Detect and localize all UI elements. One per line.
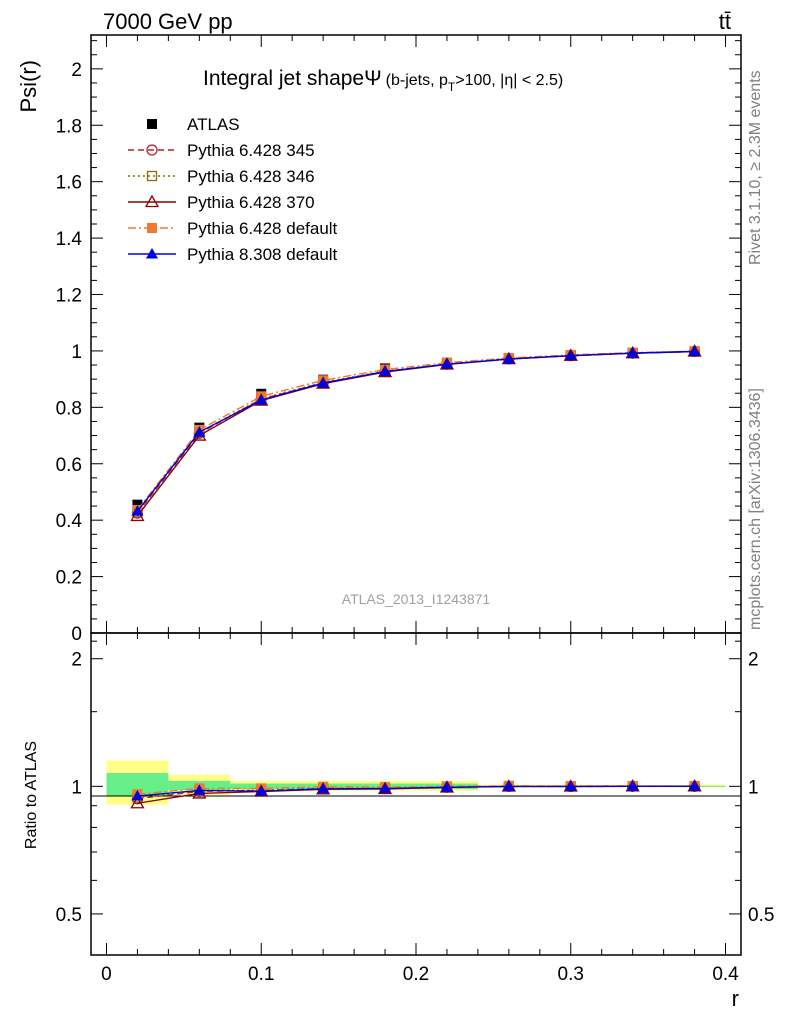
- main-y-tick-label: 0.4: [56, 511, 83, 532]
- ratio-panel: 0.5 0.5 1 1 2 2 0 0.1 0.2 0.3 0.4 Ratio to ATLAS r: [23, 632, 774, 1011]
- ratio-series-layer: [130, 779, 702, 809]
- main-series-point: [688, 345, 701, 356]
- main-y-axis-label: Psi(r): [16, 60, 41, 113]
- legend-marker: [147, 119, 157, 129]
- ratio-y-tick-label: 2: [71, 650, 82, 671]
- main-series-point: [379, 365, 392, 377]
- main-y-tick-label: 1.6: [56, 173, 82, 194]
- main-y-tick-label: 0.6: [56, 455, 82, 476]
- main-y-tick-label: 0.8: [56, 398, 82, 419]
- x-tick-label: 0.1: [248, 964, 274, 985]
- x-axis-label: r: [732, 986, 739, 1011]
- ratio-frame: [90, 632, 742, 956]
- header-left: 7000 GeV pp: [103, 9, 233, 34]
- legend-entry-label: Pythia 6.428 default: [187, 219, 338, 238]
- ratio-y-axis-label: Ratio to ATLAS: [23, 741, 40, 849]
- ratio-series-point: [626, 780, 639, 791]
- main-series-point: [193, 426, 206, 437]
- ratio-series-point: [131, 789, 144, 801]
- ratio-series-point: [130, 795, 145, 809]
- main-title-symbol: Ψ: [364, 67, 382, 90]
- ratio-series-point: [502, 780, 515, 792]
- main-y-tick-label: 2: [71, 60, 82, 81]
- main-panel: 0 0.2 0.4 0.6 0.8 1 1.2 1.4 1.6 1.8 2 Psi(r) Integ…: [16, 34, 742, 645]
- ratio-series-point: [193, 784, 206, 795]
- legend-entry-label: Pythia 6.428 346: [187, 167, 315, 186]
- x-tick-label: 0.4: [712, 964, 739, 985]
- main-title-subscript: T: [448, 80, 456, 94]
- ratio-series-point: [440, 781, 453, 792]
- main-y-tick-label: 1.8: [56, 116, 82, 137]
- ratio-series-point: [317, 782, 330, 794]
- ratio-series-point: [688, 780, 701, 791]
- main-series-point: [131, 505, 144, 516]
- rivet-version-text: Rivet 3.1.10, ≥ 2.3M events: [747, 70, 764, 265]
- analysis-watermark: ATLAS_2013_I1243871: [342, 591, 491, 607]
- main-series-point: [626, 347, 639, 358]
- ratio-y-tick-label-right: 0.5: [748, 905, 774, 926]
- main-series-line: [136, 350, 695, 517]
- ratio-band-stat: [230, 783, 478, 790]
- ratio-axis-ticks: 0.5 0.5 1 1 2 2 0 0.1 0.2 0.3 0.4: [56, 633, 774, 985]
- ratio-y-tick-label-right: 2: [748, 650, 759, 671]
- ratio-series-line: [137, 785, 695, 797]
- main-y-tick-label: 0: [71, 624, 82, 645]
- main-y-tick-label: 0.2: [56, 568, 82, 589]
- main-y-tick-label: 1: [71, 342, 82, 363]
- main-title-text: Integral jet shape: [203, 67, 364, 90]
- main-series-point: [132, 499, 143, 510]
- legend-entry-label: Pythia 6.428 345: [187, 141, 315, 160]
- main-y-tick-label: 1.2: [56, 286, 82, 307]
- ratio-y-tick-label: 0.5: [56, 905, 82, 926]
- ratio-series-point: [379, 782, 392, 794]
- main-title-detail: (b-jets, p: [386, 72, 448, 89]
- x-tick-label: 0.2: [403, 964, 429, 985]
- ratio-y-tick-label-right: 1: [748, 777, 759, 798]
- main-y-tick-label: 1.4: [56, 229, 83, 250]
- main-axis-ticks: 0 0.2 0.4 0.6 0.8 1 1.2 1.4 1.6 1.8 2: [56, 35, 741, 645]
- x-tick-label: 0: [101, 964, 112, 985]
- legend-entry-label: Pythia 8.308 default: [187, 245, 338, 264]
- main-series-line: [136, 350, 695, 511]
- ratio-y-tick-label: 1: [71, 777, 82, 798]
- legend-entry-label: ATLAS: [187, 115, 240, 134]
- legend-marker: [146, 170, 158, 182]
- header-right: tt̄: [719, 9, 731, 34]
- legend-marker: [147, 223, 157, 233]
- mcplots-text: mcplots.cern.ch [arXiv:1306.3436]: [747, 388, 764, 630]
- ratio-band-stat: [106, 773, 169, 796]
- legend-entry-label: Pythia 6.428 370: [187, 193, 315, 212]
- main-title-detail-tail: >100, |η| < 2.5): [455, 72, 563, 89]
- ratio-series-point: [564, 780, 577, 792]
- legend-marker: [144, 194, 160, 208]
- main-series-point: [317, 377, 330, 388]
- main-series-point: [564, 349, 577, 361]
- x-tick-label: 0.3: [558, 964, 584, 985]
- main-series-point: [440, 358, 453, 369]
- main-title: Integral jet shapeΨ (b-jets, pT>100, |η| …: [203, 67, 563, 94]
- legend-marker: [146, 248, 158, 259]
- main-series-layer: [130, 344, 702, 522]
- main-series-point: [255, 394, 268, 405]
- main-series-line: [136, 350, 695, 512]
- main-series-line: [136, 350, 695, 514]
- main-series-point: [502, 353, 515, 364]
- legend-marker: [146, 144, 158, 156]
- legend: ATLAS Pythia 6.428 345 Pythia 6.428 346 Pyt…: [128, 115, 338, 264]
- ratio-series-point: [255, 785, 268, 796]
- main-series-line: [136, 350, 695, 513]
